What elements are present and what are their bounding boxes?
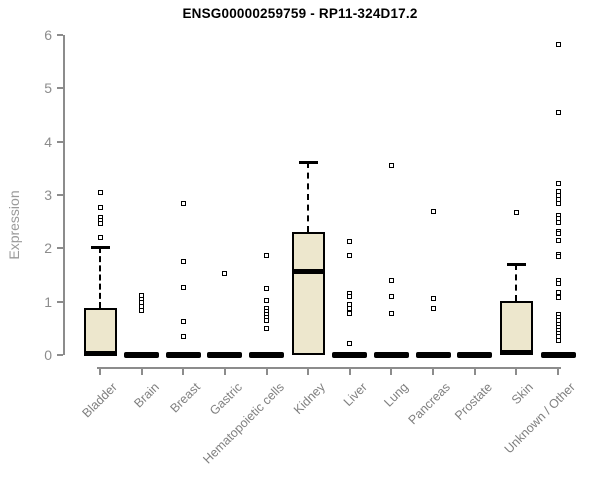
y-tick	[57, 140, 63, 143]
x-tick	[140, 368, 143, 375]
outlier-point	[430, 295, 436, 301]
outlier-point	[347, 306, 353, 312]
outlier-point	[388, 277, 394, 283]
boxplot-collapsed-bar	[457, 352, 493, 358]
y-tick-label: 6	[44, 27, 52, 43]
x-tick	[515, 368, 518, 375]
boxplot-collapsed-bar	[124, 352, 160, 358]
outlier-point	[222, 270, 228, 276]
outlier-point	[97, 221, 103, 227]
median-line	[499, 350, 533, 356]
outlier-point	[555, 237, 561, 243]
y-tick	[57, 87, 63, 90]
outlier-point	[180, 319, 186, 325]
outlier-point	[430, 306, 436, 312]
outlier-point	[555, 289, 561, 295]
x-tick	[348, 368, 351, 375]
boxplot-collapsed-bar	[249, 352, 285, 358]
y-tick	[57, 354, 63, 356]
outlier-point	[180, 258, 186, 264]
outlier-point	[139, 308, 145, 314]
outlier-point	[555, 254, 561, 260]
x-tick	[432, 368, 435, 375]
outlier-point	[388, 310, 394, 316]
x-tick	[307, 368, 310, 375]
boxplot-box	[291, 232, 325, 355]
x-tick	[99, 368, 101, 375]
outlier-point	[347, 252, 353, 258]
outlier-point	[555, 220, 561, 226]
outlier-point	[97, 189, 103, 195]
outlier-point	[430, 208, 436, 214]
y-tick-label: 2	[44, 240, 52, 257]
whisker-line	[307, 161, 310, 233]
boxplot-box	[499, 300, 533, 355]
outlier-point	[555, 337, 561, 343]
whisker-cap	[506, 263, 526, 267]
outlier-point	[97, 234, 103, 240]
chart-title: ENSG00000259759 - RP11-324D17.2	[182, 6, 418, 21]
outlier-point	[264, 318, 270, 324]
boxplot-collapsed-bar	[207, 352, 243, 358]
boxplot-collapsed-bar	[373, 352, 409, 358]
outlier-point	[97, 204, 103, 210]
y-tick	[57, 194, 63, 196]
outlier-point	[347, 340, 353, 346]
y-tick-label: 5	[44, 80, 52, 97]
y-tick-label: 0	[44, 347, 52, 363]
outlier-point	[264, 252, 270, 258]
outlier-point	[555, 230, 561, 236]
x-tick	[390, 368, 393, 375]
outlier-point	[180, 334, 186, 340]
outlier-point	[347, 239, 353, 245]
x-tick	[557, 368, 560, 375]
outlier-point	[555, 41, 561, 47]
y-axis-line	[63, 35, 65, 355]
outlier-point	[555, 109, 561, 115]
y-tick-label: 1	[44, 293, 52, 310]
y-tick	[57, 34, 63, 36]
outlier-point	[513, 209, 519, 215]
outlier-point	[264, 285, 270, 291]
outlier-point	[347, 310, 353, 316]
x-tick	[473, 368, 476, 375]
y-tick-label: 3	[44, 187, 52, 203]
y-tick-label: 4	[44, 133, 52, 150]
y-tick	[57, 300, 63, 303]
whisker-cap	[298, 160, 318, 164]
y-tick	[57, 247, 63, 250]
y-axis-label: Expression	[6, 190, 22, 260]
boxplot-collapsed-bar	[540, 352, 576, 358]
outlier-point	[347, 293, 353, 299]
outlier-point	[264, 297, 270, 303]
outlier-point	[388, 163, 394, 169]
x-tick	[223, 368, 226, 375]
outlier-point	[264, 325, 270, 331]
whisker-line	[515, 264, 518, 301]
boxplot-collapsed-bar	[415, 352, 451, 358]
median-line	[83, 350, 117, 356]
x-tick	[182, 368, 185, 375]
boxplot-collapsed-bar	[165, 352, 201, 358]
x-tick	[265, 368, 268, 375]
outlier-point	[180, 285, 186, 291]
whisker-line	[99, 247, 101, 309]
x-axis-line	[97, 367, 562, 369]
outlier-point	[555, 295, 561, 301]
outlier-point	[555, 180, 561, 186]
outlier-point	[555, 281, 561, 287]
outlier-point	[555, 200, 561, 206]
whisker-cap	[90, 246, 110, 250]
outlier-point	[388, 294, 394, 300]
median-line	[291, 268, 325, 274]
boxplot-collapsed-bar	[332, 352, 368, 358]
boxplot-box	[83, 308, 117, 355]
outlier-point	[180, 200, 186, 206]
